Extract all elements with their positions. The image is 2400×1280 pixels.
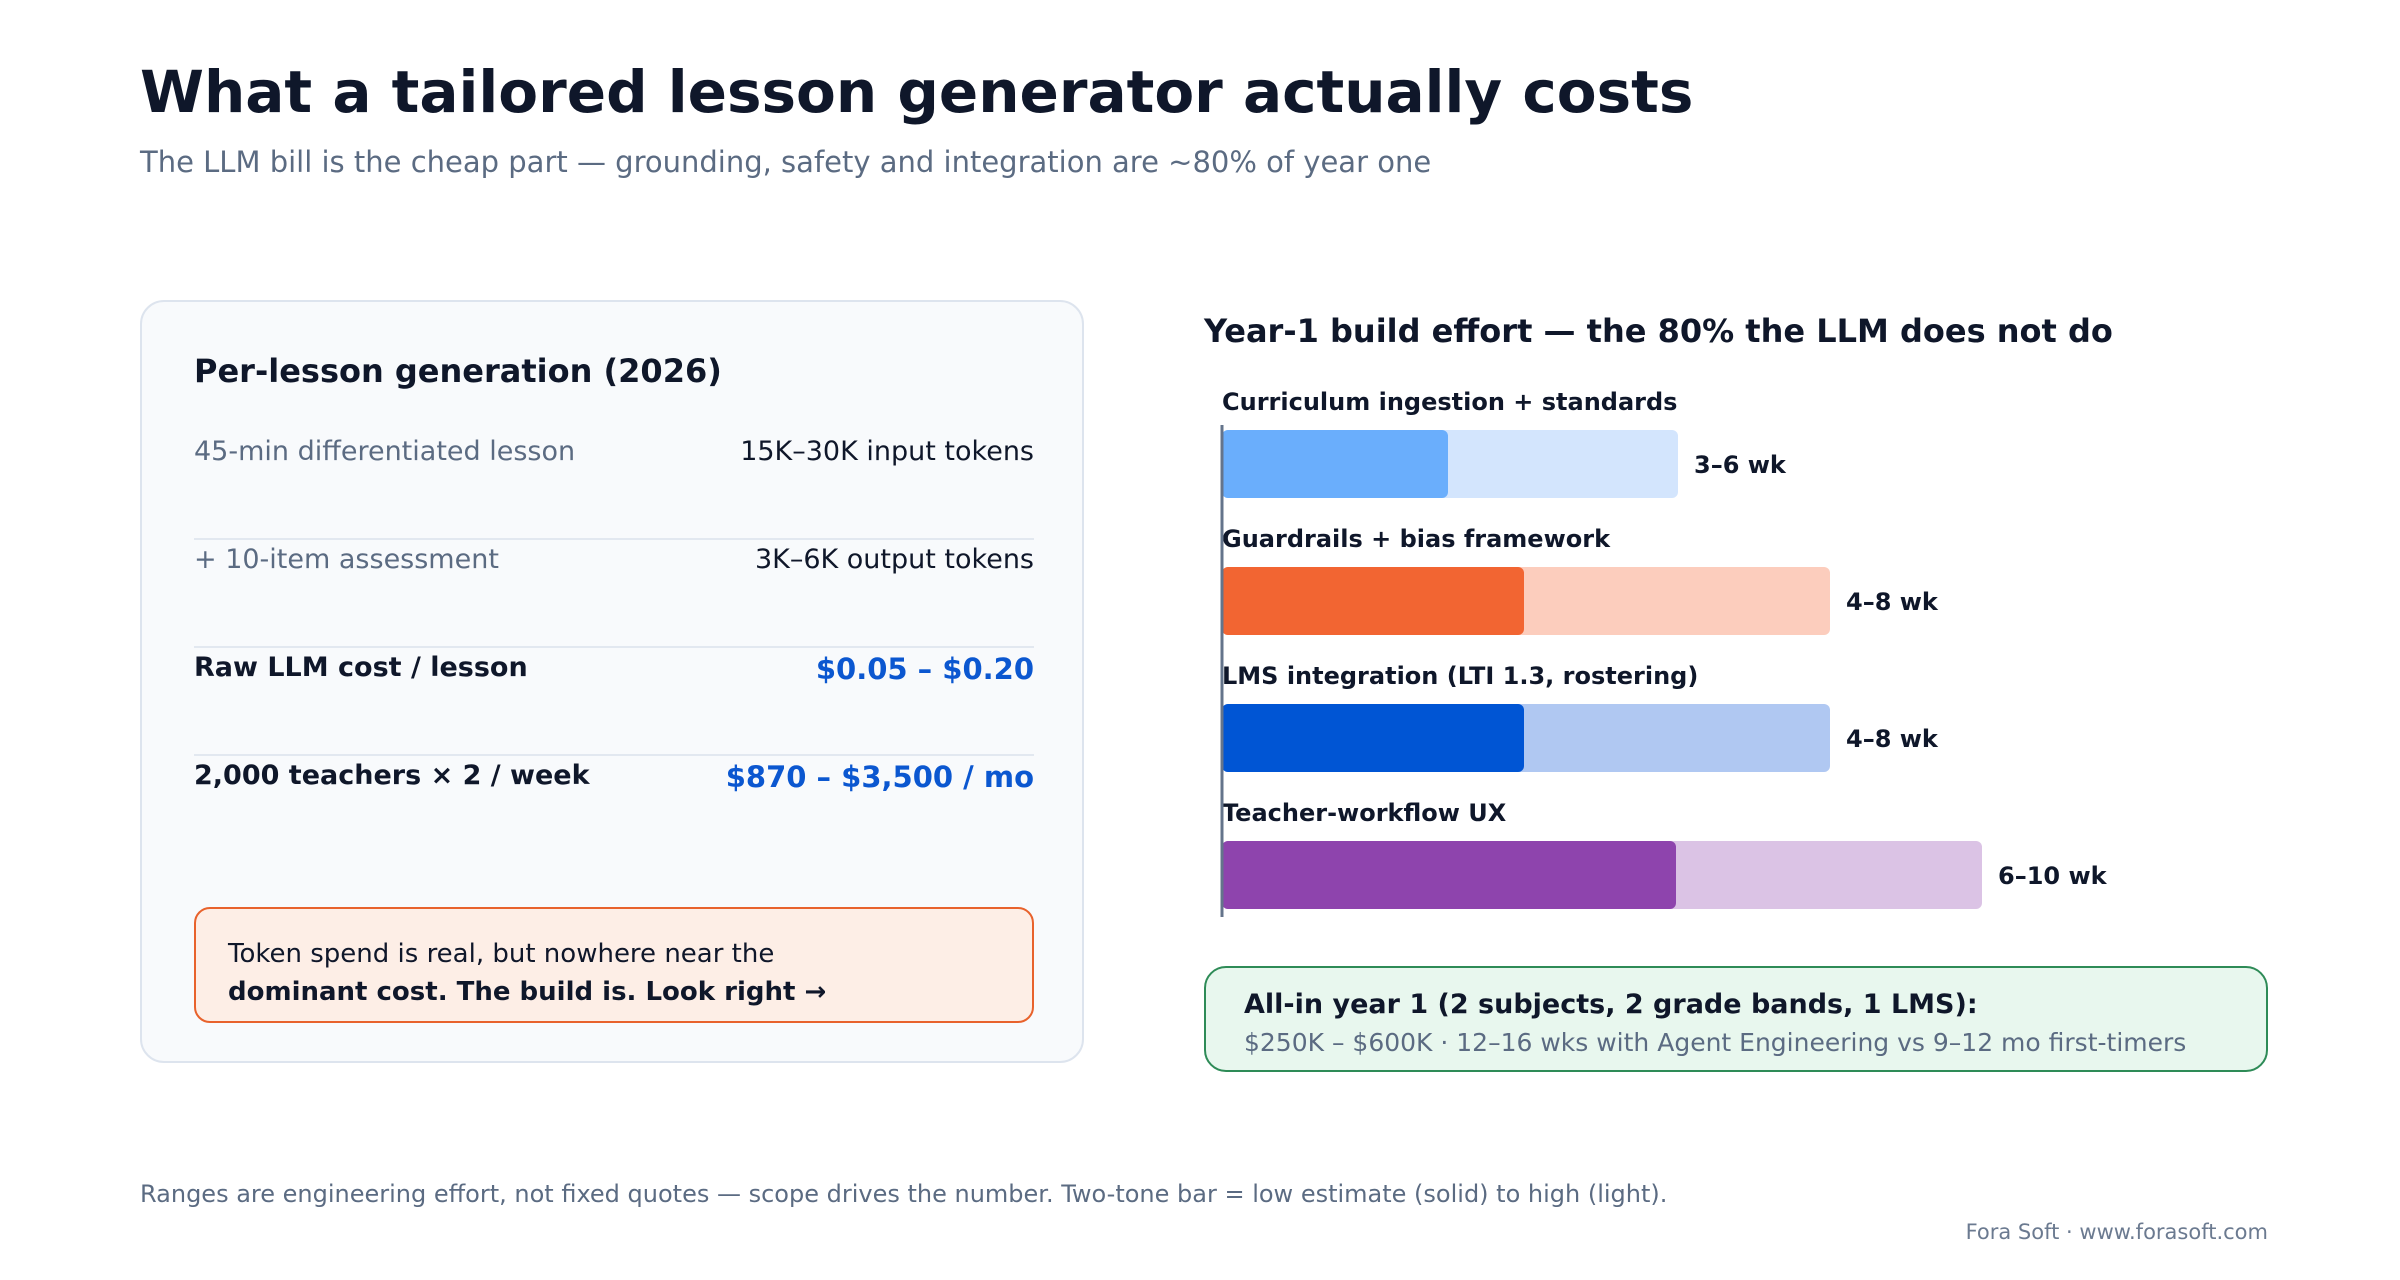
bar-value-label: 4–8 wk bbox=[1846, 725, 1939, 753]
cost-row-value: 15K–30K input tokens bbox=[740, 436, 1034, 467]
card-title: Per-lesson generation (2026) bbox=[194, 352, 722, 390]
bar-low-estimate bbox=[1222, 704, 1524, 772]
summary-detail: $250K – $600K · 12–16 wks with Agent Eng… bbox=[1244, 1028, 2187, 1057]
bar-high-estimate bbox=[1222, 430, 1678, 498]
page-subtitle: The LLM bill is the cheap part — groundi… bbox=[140, 145, 1432, 179]
cost-row: Raw LLM cost / lesson $0.05 – $0.20 bbox=[194, 648, 1034, 756]
bar-low-estimate bbox=[1222, 567, 1524, 635]
cost-note-callout: Token spend is real, but nowhere near th… bbox=[194, 907, 1034, 1023]
page-title: What a tailored lesson generator actuall… bbox=[140, 58, 1694, 126]
note-line-2: dominant cost. The build is. Look right … bbox=[228, 977, 827, 1007]
bar-value-label: 6–10 wk bbox=[1998, 862, 2108, 890]
cost-row: 2,000 teachers × 2 / week $870 – $3,500 … bbox=[194, 756, 1034, 864]
footnote: Ranges are engineering effort, not fixed… bbox=[140, 1180, 1668, 1208]
credit-line: Fora Soft · www.forasoft.com bbox=[1965, 1220, 2268, 1244]
bar-low-estimate bbox=[1222, 430, 1448, 498]
category-label: Teacher-workflow UX bbox=[1222, 799, 1507, 827]
cost-row-label: Raw LLM cost / lesson bbox=[194, 652, 528, 683]
chart-title: Year-1 build effort — the 80% the LLM do… bbox=[1204, 312, 2113, 350]
category-label: Guardrails + bias framework bbox=[1222, 525, 1611, 553]
bar-high-estimate bbox=[1222, 704, 1830, 772]
cost-row-label: 45-min differentiated lesson bbox=[194, 436, 576, 467]
cost-row-label: + 10-item assessment bbox=[194, 544, 499, 575]
cost-row-value: $0.05 – $0.20 bbox=[815, 652, 1034, 686]
bar-high-estimate bbox=[1222, 567, 1830, 635]
year-one-summary-box: All-in year 1 (2 subjects, 2 grade bands… bbox=[1204, 966, 2268, 1072]
cost-rows: 45-min differentiated lesson 15K–30K inp… bbox=[194, 432, 1034, 864]
cost-row-value: $870 – $3,500 / mo bbox=[725, 760, 1034, 794]
bar-low-estimate bbox=[1222, 841, 1676, 909]
cost-row: 45-min differentiated lesson 15K–30K inp… bbox=[194, 432, 1034, 540]
bar-value-label: 4–8 wk bbox=[1846, 588, 1939, 616]
category-label: LMS integration (LTI 1.3, rostering) bbox=[1222, 662, 1698, 690]
category-label: Curriculum ingestion + standards bbox=[1222, 388, 1677, 416]
bar-high-estimate bbox=[1222, 841, 1982, 909]
summary-heading: All-in year 1 (2 subjects, 2 grade bands… bbox=[1244, 989, 1978, 1020]
cost-row-value: 3K–6K output tokens bbox=[754, 544, 1034, 575]
note-line-1: Token spend is real, but nowhere near th… bbox=[228, 939, 775, 969]
cost-row-label: 2,000 teachers × 2 / week bbox=[194, 760, 590, 791]
bar-value-label: 3–6 wk bbox=[1694, 451, 1787, 479]
cost-row: + 10-item assessment 3K–6K output tokens bbox=[194, 540, 1034, 648]
per-lesson-cost-card: Per-lesson generation (2026) 45-min diff… bbox=[140, 300, 1084, 1063]
